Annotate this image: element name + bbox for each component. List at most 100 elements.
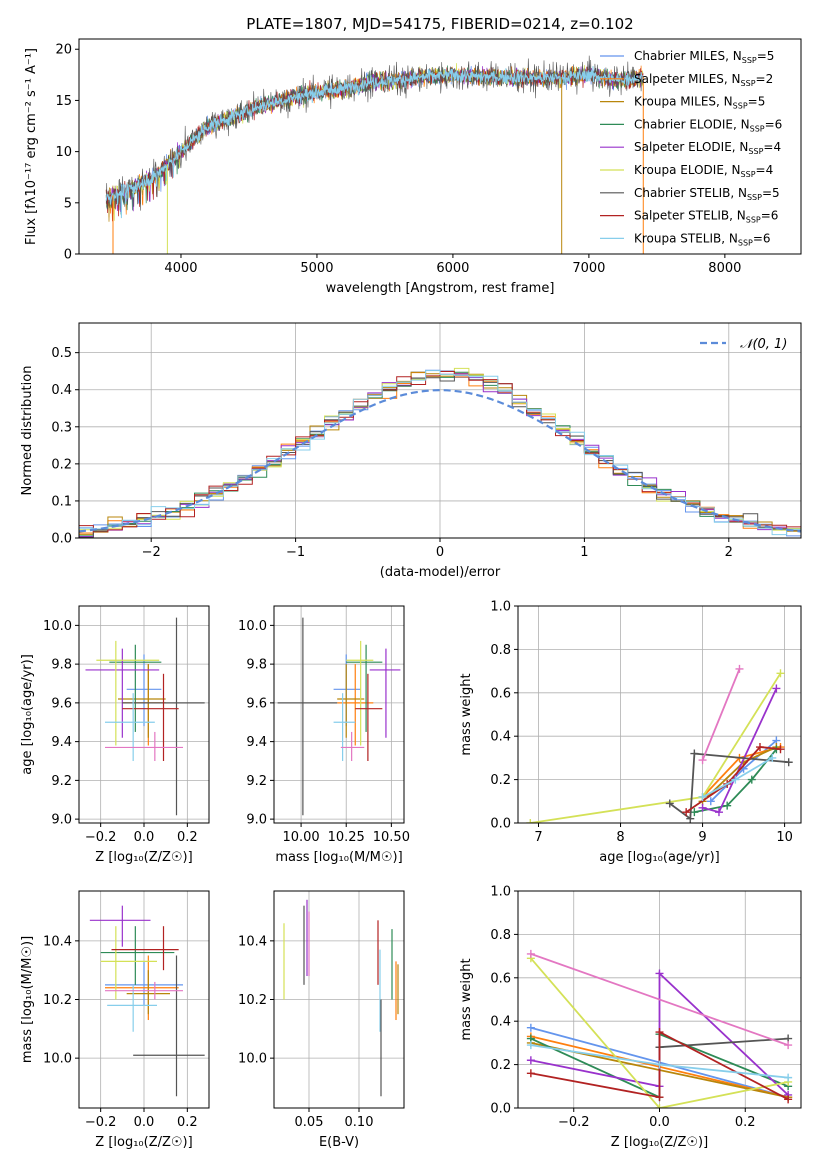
data-marker (665, 799, 674, 808)
x-axis-label: Z [log₁₀(Z/Z☉)] (95, 850, 192, 865)
x-tick-label: 8000 (708, 261, 741, 276)
legend-suffix: =2 (756, 72, 774, 86)
y-tick-label: 9.0 (51, 813, 72, 828)
y-tick-label: 9.4 (246, 735, 267, 750)
y-tick-label: 5 (64, 196, 72, 211)
data-marker (768, 753, 777, 762)
y-tick-label: 0.6 (490, 686, 511, 701)
x-tick-label: 9 (698, 830, 706, 845)
plot-area (283, 899, 399, 1097)
y-tick-label: 9.4 (51, 735, 72, 750)
y-axis-label: mass weight (459, 958, 474, 1040)
data-marker (686, 814, 695, 823)
legend-subscript: SSP (738, 238, 753, 247)
y-tick-label: 9.2 (51, 774, 72, 789)
legend-entry: Kroupa MILES, NSSP=5 (634, 95, 765, 111)
plot-area (89, 905, 205, 1097)
y-tick-label: 10.2 (43, 993, 72, 1008)
plot-area (526, 664, 793, 823)
legend-label: Kroupa MILES, N (634, 95, 733, 109)
y-tick-label: 10.0 (238, 619, 267, 634)
y-tick-label: 10.0 (43, 619, 72, 634)
legend-subscript: SSP (746, 216, 761, 225)
x-tick-label: −0.2 (85, 1115, 117, 1130)
data-marker (690, 749, 699, 758)
x-tick-label: 10.00 (282, 830, 319, 845)
model-spectrum (105, 66, 644, 219)
series-line (530, 953, 789, 1046)
y-tick-label: 0 (64, 248, 72, 263)
normal-curve (79, 388, 801, 533)
histogram-series (79, 374, 801, 538)
y-tick-label: 0.0 (490, 1102, 511, 1117)
y-tick-label: 9.0 (246, 813, 267, 828)
x-axis-label: age [log₁₀(age/yr)] (599, 850, 720, 865)
data-marker (755, 743, 764, 752)
data-marker (723, 801, 732, 810)
legend-suffix: =6 (765, 117, 783, 131)
y-tick-label: 10.0 (238, 1052, 267, 1067)
panel-residuals: 𝒩(0, 1) −2 −1 0 1 2 0.0 0.1 0.2 0.3 0.4 0.5 (data-mo… (20, 322, 802, 580)
y-tick-label: 0.0 (490, 817, 511, 832)
data-marker (772, 684, 781, 693)
legend-label: Chabrier ELODIE, N (634, 117, 750, 131)
figure-title: PLATE=1807, MJD=54175, FIBERID=0214, z=0… (246, 15, 633, 33)
legend-subscript: SSP (748, 147, 763, 156)
legend-subscript: SSP (742, 56, 757, 65)
legend-subscript: SSP (741, 79, 756, 88)
x-tick-label: 0.2 (177, 1115, 198, 1130)
y-tick-label: 0.5 (51, 346, 72, 361)
legend-suffix: =4 (756, 163, 774, 177)
plot-area (105, 55, 644, 254)
x-tick-label: 0 (436, 545, 444, 560)
y-tick-label: 0.1 (51, 494, 72, 509)
legend-label: Salpeter MILES, N (634, 72, 741, 86)
x-tick-label: 5000 (300, 261, 333, 276)
y-tick-label: 0.2 (490, 773, 511, 788)
plot-area (526, 949, 793, 1108)
legend-suffix: =6 (753, 231, 771, 245)
data-marker (776, 745, 785, 754)
y-tick-label: 0.4 (51, 383, 72, 398)
y-tick-label: 0.0 (51, 532, 72, 547)
y-tick-label: 10.4 (43, 934, 72, 949)
legend-subscript: SSP (733, 102, 748, 111)
data-marker (655, 1104, 664, 1108)
data-marker (784, 1073, 793, 1082)
data-marker (706, 797, 715, 806)
y-tick-label: 9.8 (246, 658, 267, 673)
legend-label: Chabrier STELIB, N (634, 186, 747, 200)
legend-subscript: SSP (747, 193, 762, 202)
series-line (701, 668, 741, 761)
x-tick-label: −0.2 (85, 830, 117, 845)
data-marker (698, 756, 707, 765)
panel-mass-vs-Z: −0.2 0.0 0.2 10.0 10.2 10.4 Z [log₁₀(Z/Z☉)] mas… (20, 890, 210, 1150)
y-tick-label: 10 (55, 145, 72, 160)
x-axis-label: Z [log₁₀(Z/Z☉)] (611, 1135, 708, 1150)
data-marker (731, 775, 740, 784)
y-tick-label: 9.6 (51, 696, 72, 711)
legend-label: Salpeter STELIB, N (634, 209, 746, 223)
panel-mass-vs-EBV: 0.05 0.10 10.0 10.2 10.4 E(B-V) (238, 890, 405, 1150)
y-tick-label: 0.2 (490, 1058, 511, 1073)
legend-entry: 𝒩(0, 1) (740, 337, 787, 352)
y-tick-label: 0.6 (490, 971, 511, 986)
series-line (694, 748, 778, 813)
x-axis-label: Z [log₁₀(Z/Z☉)] (95, 1135, 192, 1150)
legend-subscript: SSP (741, 170, 756, 179)
y-tick-label: 9.2 (246, 774, 267, 789)
y-tick-label: 1.0 (490, 600, 511, 615)
panel-age-vs-Z: −0.2 0.0 0.2 9.0 9.2 9.4 9.6 9.8 10.0 Z [log₁₀(Z/… (20, 605, 210, 865)
x-tick-label: 10.25 (328, 830, 365, 845)
x-tick-label: 4000 (164, 261, 197, 276)
x-tick-label: 0.0 (134, 830, 155, 845)
data-marker (526, 949, 535, 958)
axes-frame (273, 605, 405, 824)
data-marker (526, 1041, 535, 1050)
data-marker (698, 792, 707, 801)
y-tick-label: 0.2 (51, 457, 72, 472)
data-marker (776, 669, 785, 678)
x-tick-label: 0.0 (649, 1115, 670, 1130)
x-tick-label: 0.2 (177, 830, 198, 845)
